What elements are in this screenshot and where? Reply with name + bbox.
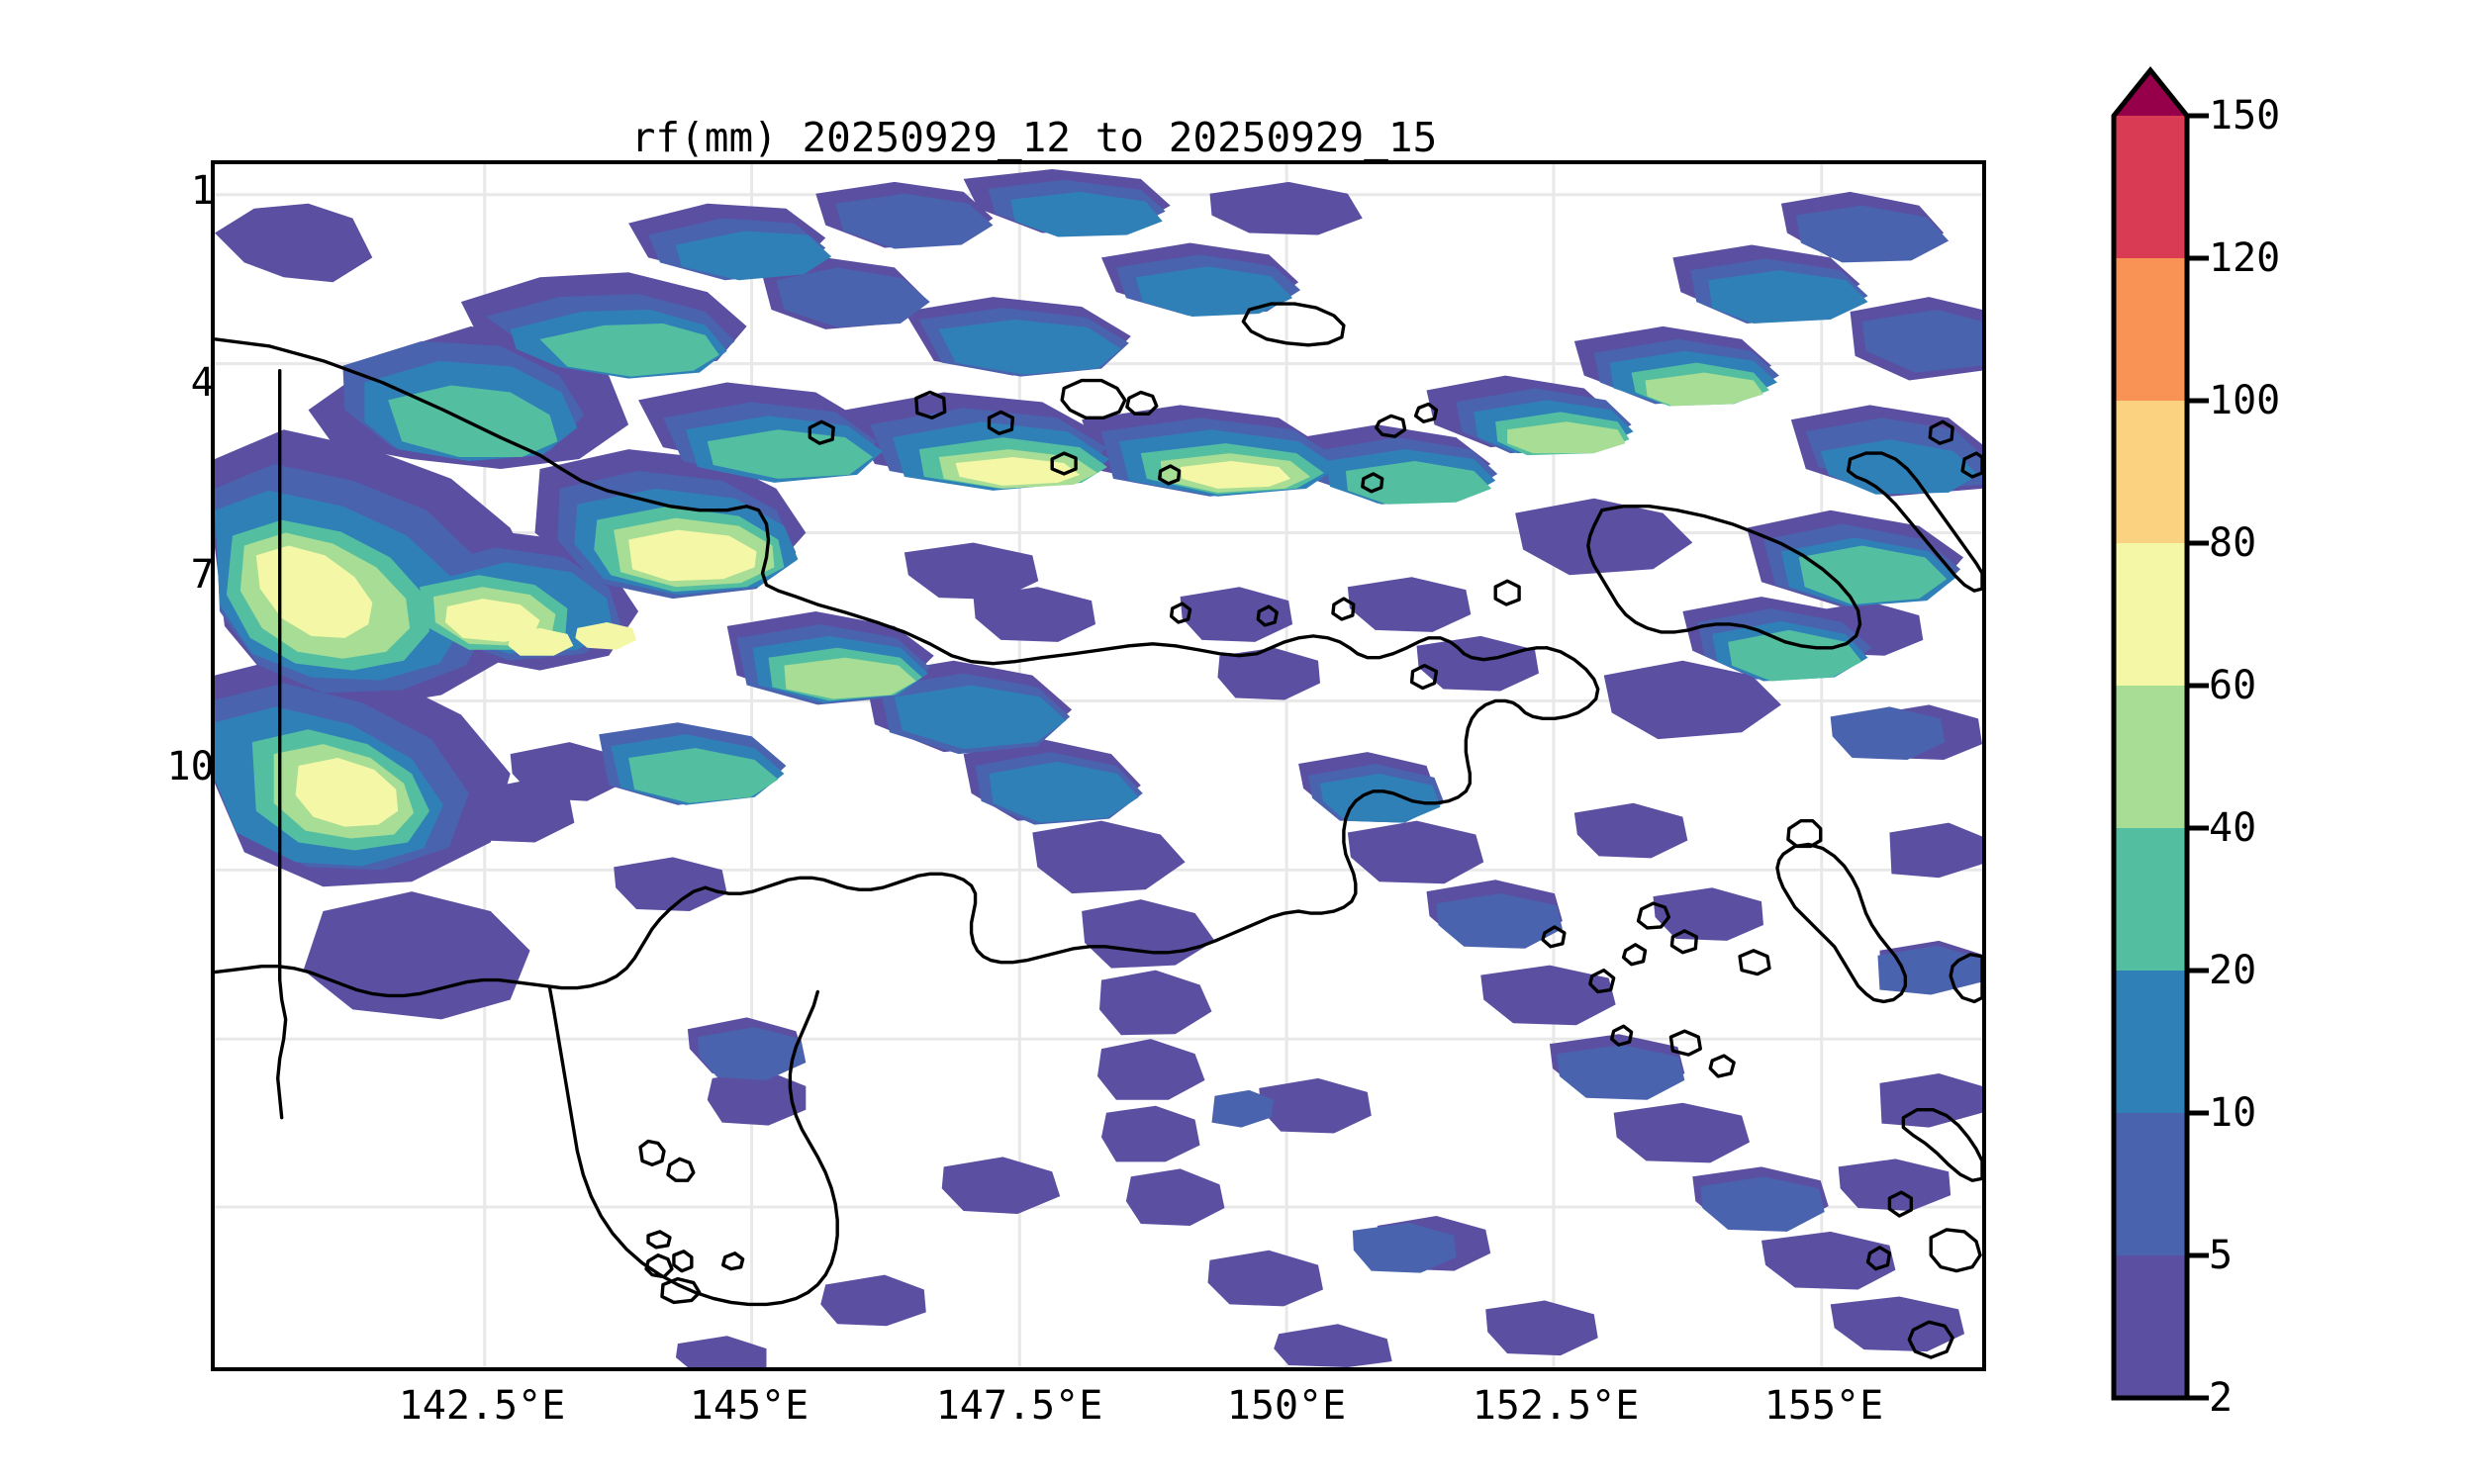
colorbar[interactable]: 150 120 100 80 60 40 20 10 5 2 [2111, 66, 2280, 1421]
cb-tick-5: 5 [2209, 1233, 2234, 1278]
cb-tick-80: 80 [2209, 520, 2257, 566]
xtick-label-3: 147.5°E [935, 1383, 1103, 1429]
xtick-label-6: 155°E [1763, 1383, 1884, 1429]
cb-band-80-100 [2114, 401, 2187, 543]
cb-tick-150: 150 [2209, 93, 2281, 139]
coastlines-layer [215, 302, 1982, 1359]
cb-band-100-120 [2114, 258, 2187, 401]
cb-band-40-60 [2114, 686, 2187, 828]
xtick-label-2: 145°E [689, 1383, 809, 1429]
cb-extend-arrow-over [2114, 70, 2187, 116]
rainfall-contour-fill [215, 168, 1982, 1367]
cb-band-2-5 [2114, 1255, 2187, 1398]
xtick-label-1: 142.5°E [398, 1383, 566, 1429]
cb-band-20-40 [2114, 828, 2187, 971]
cb-tick-60: 60 [2209, 663, 2257, 708]
colorbar-outline [2111, 66, 2190, 1401]
xtick-label-5: 152.5°E [1472, 1383, 1640, 1429]
colorbar-graphic [2111, 66, 2209, 1401]
cb-band-10-20 [2114, 971, 2187, 1113]
cb-tick-100: 100 [2209, 378, 2281, 423]
rainfall-map [215, 164, 1982, 1367]
cb-band-5-10 [2114, 1113, 2187, 1255]
cb-tick-120: 120 [2209, 235, 2281, 281]
rain-band-60-80 [255, 457, 1291, 827]
cb-tick-20: 20 [2209, 948, 2257, 993]
colorbar-bands [2114, 70, 2187, 1398]
xtick-label-4: 150°E [1226, 1383, 1347, 1429]
cb-tick-10: 10 [2209, 1090, 2257, 1136]
cb-tick-2: 2 [2209, 1375, 2234, 1421]
cb-band-60-80 [2114, 543, 2187, 686]
title-line-1: rf(mm) 20250929_12 to 20250929_15 [630, 113, 1438, 161]
cb-band-120-150 [2114, 116, 2187, 258]
map-plot-area[interactable] [211, 160, 1986, 1371]
colorbar-ticks [2187, 113, 2209, 1401]
cb-tick-40: 40 [2209, 805, 2257, 851]
